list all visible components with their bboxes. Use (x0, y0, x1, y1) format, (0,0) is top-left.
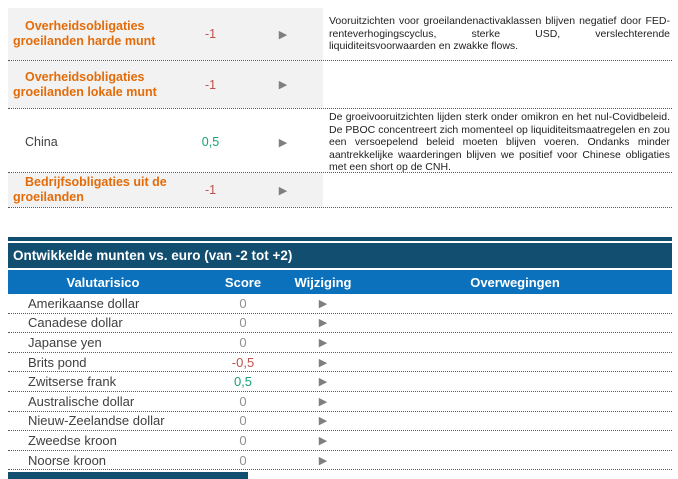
currency-table-body: Amerikaanse dollar 0 ▶ Canadese dollar 0 ▶ Jap… (8, 294, 672, 471)
right-arrow-icon: ▶ (318, 395, 328, 408)
considerations-cell (358, 314, 672, 333)
asset-class-label-text: Bedrijfsobligaties uit de groeilanden (13, 175, 167, 204)
right-arrow-icon: ▶ (243, 8, 323, 60)
score-value: 0,5 (201, 135, 220, 150)
currency-name: Canadese dollar (28, 315, 123, 331)
score-value: -0,5 (231, 354, 255, 370)
em-bond-row: Bedrijfsobligaties uit de groeilanden -1 ▶ (8, 173, 672, 208)
right-arrow-icon: ▶ (318, 415, 328, 428)
asset-class-label-text: China (25, 134, 58, 149)
next-section-partial-header (8, 472, 248, 479)
considerations-cell: Vooruitzichten voor groeilandenactivakla… (323, 8, 672, 60)
considerations-cell (323, 61, 672, 108)
right-arrow-icon: ▶ (318, 317, 328, 330)
currency-row: Amerikaanse dollar 0 ▶ (8, 294, 672, 314)
currency-row: Australische dollar 0 ▶ (8, 392, 672, 412)
currency-row: Brits pond -0,5 ▶ (8, 353, 672, 373)
right-arrow-icon: ▶ (318, 454, 328, 467)
asset-class-label: China (8, 109, 178, 176)
currency-name: Zwitserse frank (28, 374, 117, 390)
right-arrow-icon: ▶ (318, 376, 328, 389)
considerations-cell (358, 412, 672, 431)
currency-row: Japanse yen 0 ▶ (8, 333, 672, 353)
column-header-score: Score (224, 274, 262, 290)
em-bonds-table: Overheidsobligaties groeilanden harde mu… (8, 8, 672, 208)
considerations-cell (358, 353, 672, 372)
right-arrow-icon: ▶ (243, 173, 323, 207)
em-bond-row: Overheidsobligaties groeilanden lokale m… (8, 61, 672, 109)
right-arrow-icon: ▶ (318, 336, 328, 349)
em-bond-row: China 0,5 ▶ De groeivooruitzichten lijden s… (8, 109, 672, 173)
right-arrow-icon: ▶ (318, 297, 328, 310)
considerations-cell (358, 294, 672, 313)
currency-name: Amerikaanse dollar (28, 295, 140, 311)
considerations-cell (323, 173, 672, 207)
section-divider-strip (8, 237, 672, 241)
currency-table-header-row: Valutarisico Score Wijziging Overweginge… (8, 270, 672, 294)
currency-name: Noorse kroon (28, 452, 107, 468)
currency-row: Nieuw-Zeelandse dollar 0 ▶ (8, 412, 672, 432)
asset-class-label: Overheidsobligaties groeilanden lokale m… (8, 61, 178, 108)
asset-class-label-text: Overheidsobligaties groeilanden lokale m… (13, 69, 157, 99)
considerations-cell (358, 451, 672, 470)
currency-table: Ontwikkelde munten vs. euro (van -2 tot … (8, 243, 672, 471)
right-arrow-icon: ▶ (318, 356, 328, 369)
currency-name: Brits pond (28, 354, 87, 370)
score-value: 0 (239, 432, 247, 448)
score-value: 0 (239, 393, 247, 409)
currency-table-title: Ontwikkelde munten vs. euro (van -2 tot … (8, 243, 672, 268)
score-value: -1 (178, 173, 243, 207)
score-value: 0 (239, 413, 247, 429)
considerations-cell (358, 333, 672, 352)
column-header-considerations: Overwegingen (470, 274, 560, 290)
column-header-currency: Valutarisico (66, 274, 140, 290)
score-value: -1 (178, 61, 243, 108)
currency-name: Japanse yen (28, 334, 102, 350)
score-value: 0 (239, 315, 247, 331)
em-bond-row: Overheidsobligaties groeilanden harde mu… (8, 8, 672, 61)
considerations-text: De groeivooruitzichten lijden sterk onde… (329, 111, 670, 174)
currency-row: Zwitserse frank 0,5 ▶ (8, 372, 672, 392)
asset-class-label-text: Overheidsobligaties groeilanden harde mu… (13, 19, 156, 48)
section-gap (8, 208, 672, 237)
asset-class-label: Bedrijfsobligaties uit de groeilanden (8, 173, 178, 207)
currency-name: Nieuw-Zeelandse dollar (28, 413, 165, 429)
column-header-change: Wijziging (294, 274, 352, 290)
score-value: 0 (239, 295, 247, 311)
currency-row: Noorse kroon 0 ▶ (8, 451, 672, 471)
currency-row: Canadese dollar 0 ▶ (8, 314, 672, 334)
score-value: 0 (239, 334, 247, 350)
considerations-cell (358, 431, 672, 450)
title-header-gap (8, 268, 672, 270)
currency-name: Australische dollar (28, 393, 135, 409)
asset-class-label: Overheidsobligaties groeilanden harde mu… (8, 8, 178, 60)
considerations-cell (358, 372, 672, 391)
score-value: 0,5 (233, 374, 253, 390)
right-arrow-icon: ▶ (278, 136, 288, 149)
right-arrow-icon: ▶ (318, 434, 328, 447)
currency-row: Zweedse kroon 0 ▶ (8, 431, 672, 451)
score-value: 0 (239, 452, 247, 468)
currency-name: Zweedse kroon (28, 432, 117, 448)
considerations-cell (358, 392, 672, 411)
score-value: -1 (178, 8, 243, 60)
considerations-text: Vooruitzichten voor groeilandenactivakla… (329, 15, 670, 53)
considerations-cell: De groeivooruitzichten lijden sterk onde… (323, 109, 672, 176)
right-arrow-icon: ▶ (243, 61, 323, 108)
